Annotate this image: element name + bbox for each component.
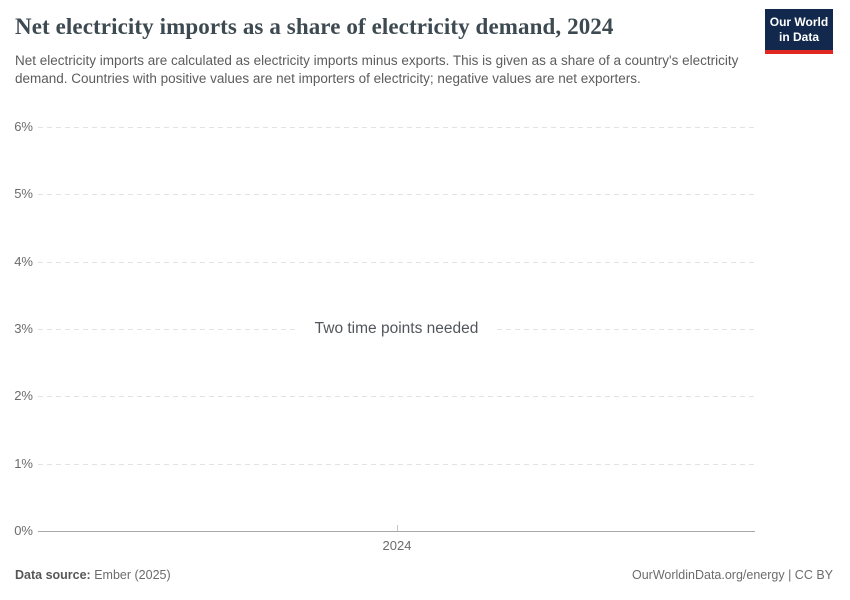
data-source: Data source: Ember (2025) (15, 568, 171, 582)
owid-logo-line1: Our World (769, 15, 829, 29)
y-axis-tick-1pct: 1% (14, 456, 33, 471)
gridline-1pct (38, 464, 755, 465)
data-source-value: Ember (2025) (94, 568, 171, 582)
page-title: Net electricity imports as a share of el… (15, 14, 614, 39)
gridline-6pct (38, 127, 755, 128)
y-axis-tick-2pct: 2% (14, 388, 33, 403)
x-axis-tick-mark (397, 525, 398, 531)
owid-logo[interactable]: Our World in Data (765, 9, 833, 54)
credit-link[interactable]: OurWorldinData.org/energy | CC BY (631, 568, 833, 582)
data-source-label: Data source: (15, 568, 91, 582)
empty-state-message: Two time points needed (298, 318, 495, 340)
chart-subtitle: Net electricity imports are calculated a… (15, 53, 739, 86)
x-axis-line (38, 531, 755, 532)
chart-footer: Data source: Ember (2025) OurWorldinData… (15, 568, 833, 582)
gridline-5pct (38, 194, 755, 195)
x-axis-tick-2024: 2024 (382, 538, 412, 553)
gridline-2pct (38, 396, 755, 397)
empty-state-message-row: Two time points needed (38, 318, 755, 340)
y-axis-tick-6pct: 6% (14, 119, 33, 134)
y-axis-tick-4pct: 4% (14, 254, 33, 269)
owid-logo-line2: in Data (778, 30, 819, 44)
gridline-4pct (38, 262, 755, 263)
y-axis-tick-3pct: 3% (14, 321, 33, 336)
y-axis-tick-0pct: 0% (14, 523, 33, 538)
y-axis-tick-5pct: 5% (14, 186, 33, 201)
